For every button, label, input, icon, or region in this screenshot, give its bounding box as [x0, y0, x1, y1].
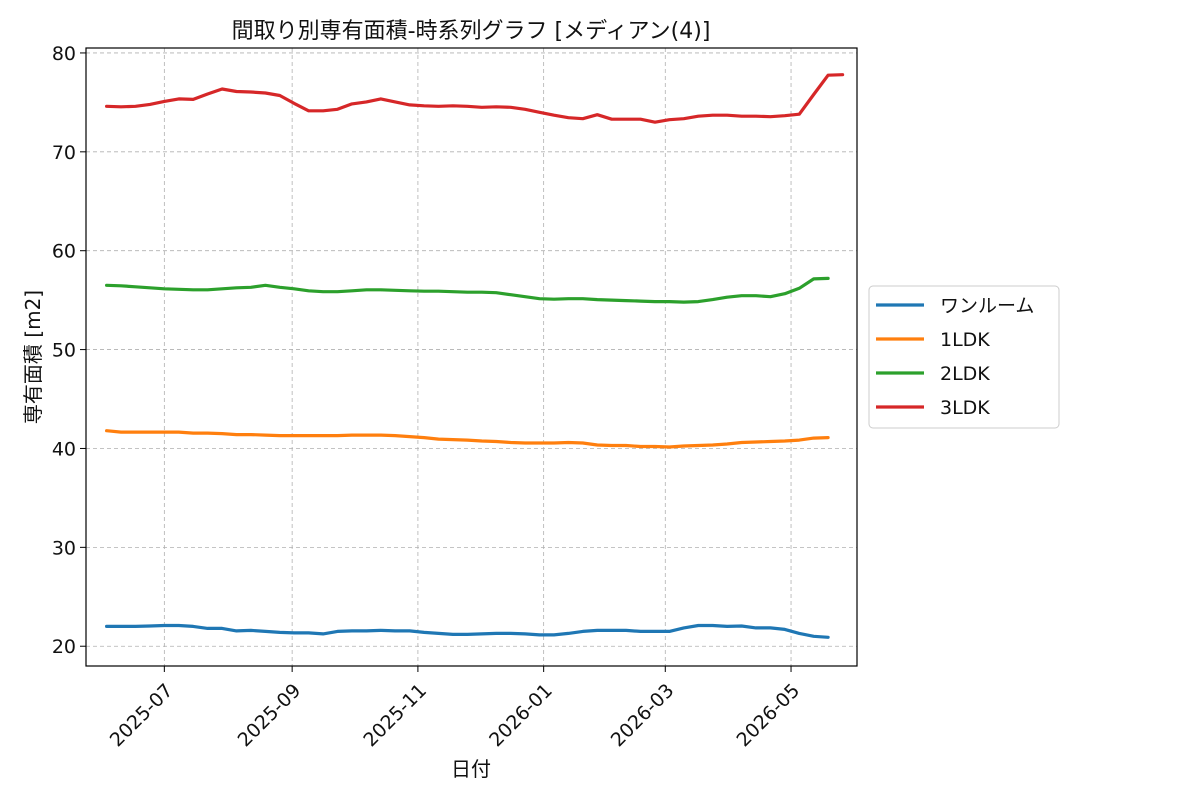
y-tick-label: 70: [52, 142, 76, 164]
x-tick-label: 2026-03: [607, 680, 679, 752]
series-lines: [104, 73, 845, 639]
grid-lines: [86, 48, 857, 666]
x-tick-label: 2025-11: [359, 680, 431, 752]
y-tick-label: 60: [52, 241, 76, 263]
legend-box: [868, 285, 1060, 429]
y-tick-label: 20: [52, 636, 76, 658]
y-axis-label: 専有面積 [m2]: [21, 290, 45, 424]
series-line: [104, 73, 845, 124]
y-axis-ticks: 20 30 40 50 60 70 80: [52, 43, 86, 658]
series-line: [104, 276, 830, 304]
chart-title: 間取り別専有面積-時系列グラフ [メディアン(4)]: [232, 19, 711, 44]
series-line: [104, 429, 830, 449]
y-tick-label: 40: [52, 438, 76, 460]
legend-label: 2LDK: [940, 363, 990, 385]
x-axis-label: 日付: [451, 757, 491, 781]
x-tick-label: 2026-01: [485, 680, 557, 752]
x-axis-ticks: 2025-07 2025-09 2025-11 2026-01 2026-03 2026-…: [106, 666, 804, 751]
y-tick-label: 50: [52, 340, 76, 362]
x-tick-label: 2025-07: [106, 680, 178, 752]
series-line: [104, 623, 830, 639]
plot-frame: [85, 47, 858, 667]
y-tick-label: 80: [52, 43, 76, 65]
x-tick-label: 2025-09: [234, 680, 306, 752]
legend: ワンルーム 1LDK 2LDK 3LDK: [868, 285, 1060, 429]
x-tick-label: 2026-05: [732, 680, 804, 752]
legend-label: 1LDK: [940, 329, 990, 351]
y-tick-label: 30: [52, 537, 76, 559]
legend-label: 3LDK: [940, 397, 990, 419]
legend-label: ワンルーム: [940, 295, 1034, 317]
